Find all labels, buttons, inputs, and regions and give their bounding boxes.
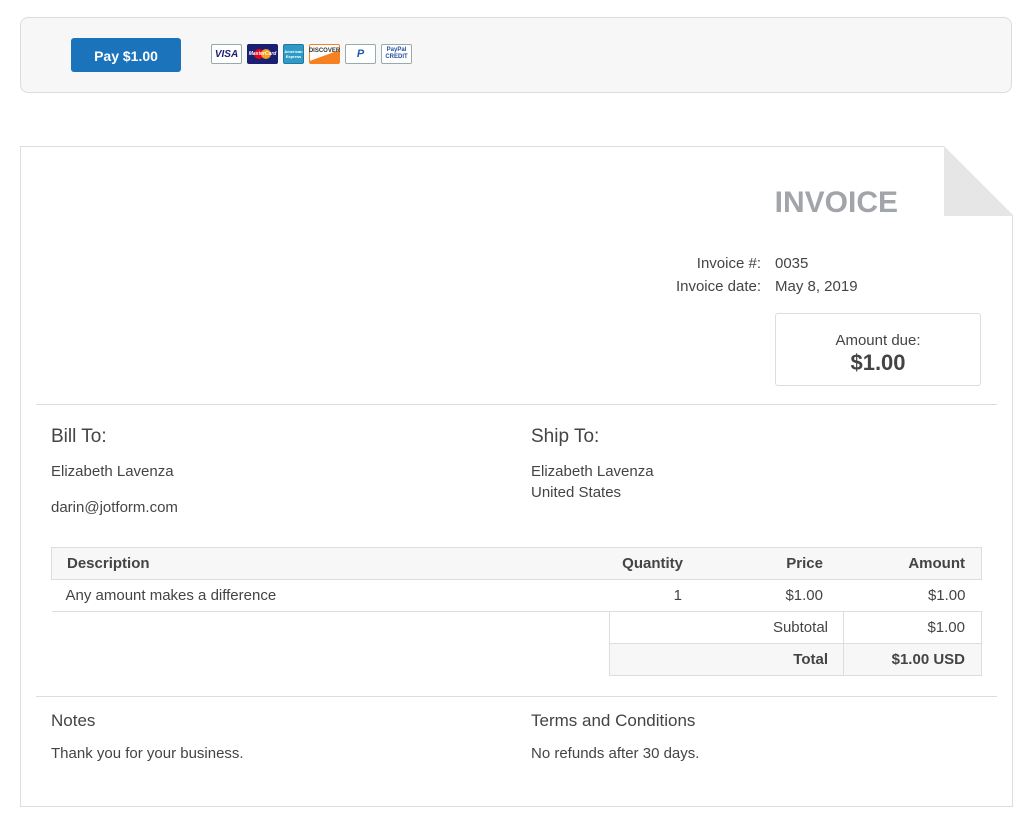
divider [36, 696, 997, 697]
divider [36, 404, 997, 405]
visa-icon: VISA [211, 44, 242, 64]
amount-due-box: Amount due: $1.00 [775, 313, 981, 386]
pay-button[interactable]: Pay $1.00 [71, 38, 181, 72]
amount-due-value: $1.00 [850, 350, 906, 375]
folded-corner-icon [944, 146, 1014, 216]
paypal-icon: P [345, 44, 376, 64]
amex-label: American Express [284, 49, 303, 59]
mastercard-icon: MasterCard [247, 44, 278, 64]
ship-to-heading: Ship To: [531, 426, 600, 447]
ship-to-name: Elizabeth Lavenza [531, 463, 654, 480]
row-description: Any amount makes a difference [65, 587, 277, 604]
amex-icon: American Express [283, 44, 304, 64]
header-price: Price [786, 555, 823, 572]
header-quantity: Quantity [622, 555, 683, 572]
terms-heading: Terms and Conditions [531, 711, 696, 730]
header-description: Description [67, 555, 150, 572]
invoice-date-label: Invoice date: [675, 278, 761, 295]
total-value: $1.00 USD [891, 651, 965, 668]
items-table: Description Quantity Price Amount Any am… [51, 547, 982, 612]
bill-to-name: Elizabeth Lavenza [51, 463, 174, 480]
terms-text: No refunds after 30 days. [531, 745, 700, 762]
table-header: Description Quantity Price Amount [51, 547, 982, 580]
invoice-document [20, 146, 1013, 807]
subtotal-value: $1.00 [927, 619, 965, 636]
mastercard-label: MasterCard [248, 51, 277, 57]
row-amount: $1.00 [927, 587, 966, 604]
invoice-number: 0035 [775, 255, 809, 272]
notes-heading: Notes [51, 711, 96, 730]
ship-to-country: United States [531, 484, 622, 501]
table-row: Any amount makes a difference 1 $1.00 $1… [51, 580, 982, 612]
header-amount: Amount [908, 555, 965, 572]
invoice-date: May 8, 2019 [775, 278, 858, 295]
invoice-number-label: Invoice #: [696, 255, 761, 272]
notes-text: Thank you for your business. [51, 745, 244, 762]
total-row: Total $1.00 USD [609, 643, 982, 676]
total-label: Total [609, 643, 844, 676]
paypal-credit-icon: PayPal CREDIT [381, 44, 412, 64]
discover-icon: DISCOVER [309, 44, 340, 64]
row-quantity: 1 [673, 587, 682, 604]
invoice-title: INVOICE [774, 186, 898, 219]
bill-to-heading: Bill To: [51, 426, 107, 447]
payment-panel [20, 17, 1012, 93]
subtotal-row: Subtotal $1.00 [609, 611, 982, 644]
row-price: $1.00 [785, 587, 823, 604]
totals-table: Subtotal $1.00 Total $1.00 USD [609, 611, 982, 676]
subtotal-label: Subtotal [609, 611, 844, 644]
amount-due-label: Amount due: [835, 332, 921, 349]
bill-to-email: darin@jotform.com [51, 499, 178, 516]
